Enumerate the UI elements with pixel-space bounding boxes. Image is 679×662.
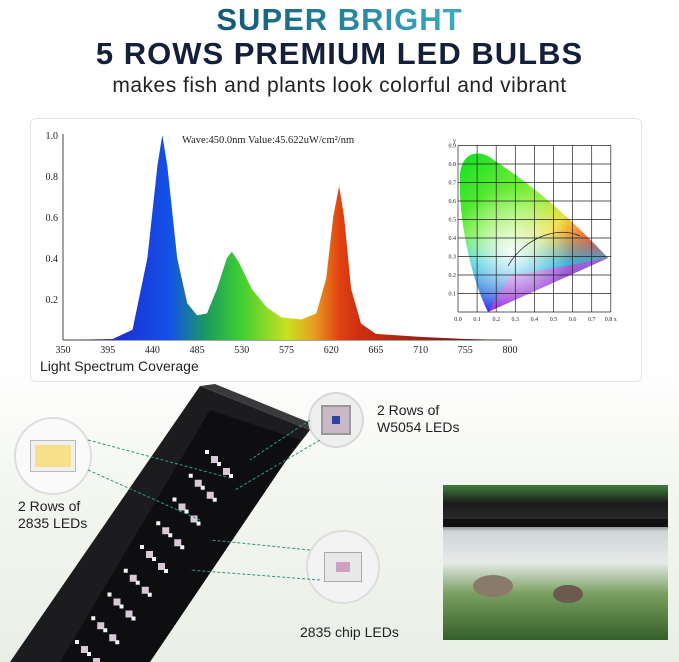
cie-y-tick: 0.2 [449, 273, 457, 279]
y-tick-label: 0.8 [46, 172, 59, 183]
led-bulb [115, 640, 120, 645]
x-tick-label: 395 [100, 345, 115, 356]
x-tick-label: 440 [145, 345, 160, 356]
led-bulb [107, 592, 112, 597]
2835-chip-closeup [306, 530, 380, 604]
cie-y-tick: 0.4 [449, 236, 457, 242]
led-bulb [123, 568, 128, 573]
led-bulb [200, 485, 205, 490]
led-bulb [147, 592, 152, 597]
cie-x-tick: 0.6 [569, 317, 577, 323]
x-tick-label: 710 [413, 345, 428, 356]
headline-line1: SUPER BRIGHT [0, 2, 679, 38]
x-tick-label: 485 [190, 345, 205, 356]
led-bulb [188, 473, 193, 478]
x-tick-label: 800 [503, 345, 518, 356]
led-bulb [156, 521, 161, 526]
led-bulb [178, 503, 186, 511]
y-tick-label: 0.6 [46, 213, 59, 224]
led-bulb [205, 450, 209, 454]
x-tick-label: 575 [279, 345, 294, 356]
led-bulb [184, 509, 189, 514]
led-bulb [91, 616, 96, 621]
led-bulb [211, 456, 218, 463]
led-bulb [75, 640, 79, 644]
2835-chip-label: 2835 chip LEDs [300, 624, 399, 640]
led-bulb [81, 646, 88, 653]
led-bulb [135, 580, 140, 585]
headline-line2: 5 ROWS PREMIUM LED BULBS [95, 36, 584, 71]
led-bulb [97, 622, 105, 630]
cie-x-tick: 0.5 [550, 317, 558, 323]
led-bulb [131, 616, 136, 621]
led-bulb [217, 462, 221, 466]
led-bulb [125, 610, 133, 618]
aquarium-photo [443, 485, 668, 640]
led-bulb [172, 497, 177, 502]
y-tick-label: 1.0 [46, 131, 59, 142]
led-bulb [103, 628, 108, 633]
led-bulb [113, 598, 121, 606]
led-bulb [152, 557, 156, 561]
led-bulb [168, 533, 173, 538]
cie-diagram: 0.0 0.1 0.2 0.3 0.4 0.5 0.6 0.7 0.8 x 0.1 0.2 0.3 0.… [449, 139, 617, 324]
cie-x-tick: 0.7 [588, 317, 596, 323]
x-tick-label: 620 [324, 345, 339, 356]
y-tick-label: 0.2 [46, 295, 59, 306]
led-bulb [206, 491, 214, 499]
cie-y-tick: 0.3 [449, 255, 457, 261]
cie-x-tick: 0.4 [531, 317, 539, 323]
x-tick-label: 530 [234, 345, 249, 356]
w5054-led-closeup [308, 392, 364, 448]
y-tick-label: 0.4 [46, 254, 59, 265]
x-tick-label: 755 [458, 345, 473, 356]
led-bulb [109, 634, 117, 642]
led-bulb [212, 497, 217, 502]
led-bulb [158, 563, 165, 570]
cie-y-label: y [453, 139, 456, 145]
led-bulb [164, 569, 168, 573]
led-bulb [229, 474, 233, 478]
cie-x-tick: 0.3 [512, 317, 520, 323]
cie-x-tick: 0.2 [492, 317, 500, 323]
cie-x-tick: 0.1 [473, 317, 481, 323]
led-bulb [190, 515, 198, 523]
led-bulb [129, 574, 137, 582]
led-bulb [223, 468, 230, 475]
x-tick-label: 665 [368, 345, 383, 356]
led-bulb [119, 604, 124, 609]
spectrum-area [63, 135, 510, 340]
cie-y-tick: 0.8 [449, 162, 457, 168]
cie-x-tick: 0.8 x [605, 317, 617, 323]
led-bulb [87, 652, 91, 656]
spectrum-caption: Light Spectrum Coverage [40, 358, 199, 374]
led-bulb [174, 539, 182, 547]
w5054-label: 2 Rows of W5054 LEDs [377, 402, 460, 435]
led-bulb [196, 521, 201, 526]
led-light-bar [10, 384, 318, 662]
cie-y-tick: 0.6 [449, 199, 457, 205]
led-bulb [180, 545, 185, 550]
cie-y-tick: 0.9 [449, 144, 457, 150]
tagline: makes fish and plants look colorful and … [112, 74, 567, 97]
x-tick-label: 350 [56, 345, 71, 356]
led-bulb [146, 551, 153, 558]
led-bulb [93, 658, 100, 662]
cie-y-tick: 0.1 [449, 292, 457, 298]
spectrum-readout: Wave:450.0nm Value:45.622uW/cm²/nm [182, 135, 355, 146]
cie-x-tick: 0.0 [454, 317, 462, 323]
2835-rows-label: 2 Rows of 2835 LEDs [18, 498, 88, 531]
led-bulb [162, 527, 170, 535]
led-bulb [141, 586, 149, 594]
cie-y-tick: 0.7 [449, 181, 457, 187]
2835-led-closeup [14, 417, 92, 495]
led-bulb [194, 479, 202, 487]
cie-y-tick: 0.5 [449, 218, 457, 224]
led-bulb [140, 545, 144, 549]
